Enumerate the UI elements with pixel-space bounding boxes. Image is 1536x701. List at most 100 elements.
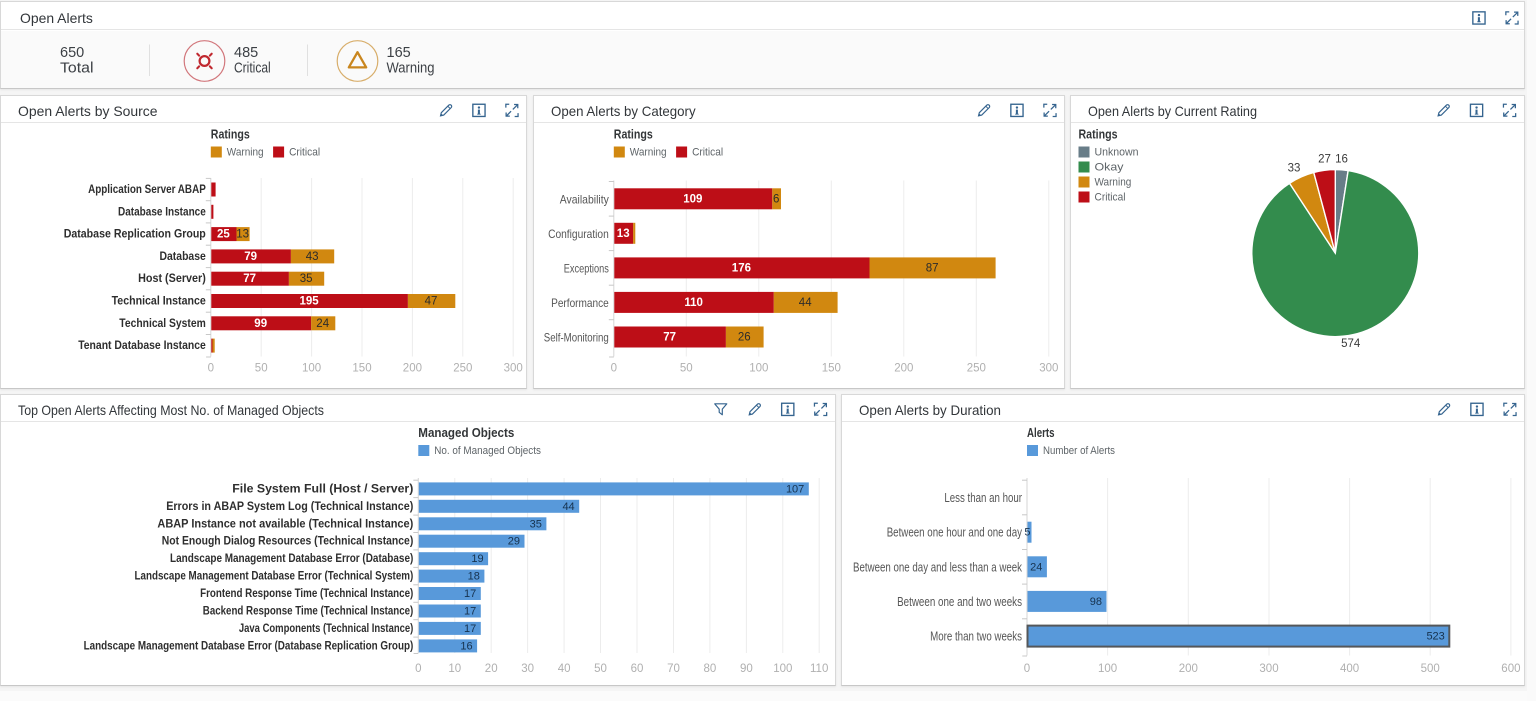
svg-text:ABAP Instance not available (T: ABAP Instance not available (Technical I… — [157, 518, 413, 530]
svg-text:150: 150 — [822, 362, 841, 374]
svg-text:79: 79 — [244, 251, 257, 263]
svg-text:47: 47 — [425, 296, 438, 308]
svg-text:27: 27 — [1318, 154, 1331, 166]
svg-text:150: 150 — [352, 362, 371, 374]
svg-text:Errors in ABAP System Log (Tec: Errors in ABAP System Log (Technical Ins… — [166, 501, 413, 513]
svg-text:107: 107 — [786, 483, 804, 495]
svg-text:574: 574 — [1341, 338, 1361, 350]
svg-text:109: 109 — [683, 193, 702, 205]
svg-text:Open Alerts: Open Alerts — [20, 10, 93, 26]
svg-text:70: 70 — [667, 663, 680, 675]
svg-text:10: 10 — [448, 663, 461, 675]
svg-text:Ratings: Ratings — [1079, 128, 1118, 142]
svg-text:Configuration: Configuration — [548, 227, 609, 241]
svg-text:19: 19 — [471, 553, 483, 565]
svg-text:165: 165 — [387, 45, 411, 61]
svg-text:Less than an hour: Less than an hour — [944, 491, 1022, 505]
svg-text:35: 35 — [530, 518, 542, 530]
svg-text:File System Full (Host / Serve: File System Full (Host / Server) — [232, 483, 413, 495]
svg-text:400: 400 — [1340, 663, 1359, 675]
svg-text:195: 195 — [300, 296, 320, 308]
svg-text:33: 33 — [1288, 163, 1301, 175]
svg-text:Critical: Critical — [289, 147, 320, 159]
svg-text:Warning: Warning — [630, 147, 667, 159]
svg-text:77: 77 — [663, 332, 676, 344]
svg-text:50: 50 — [594, 663, 607, 675]
svg-text:44: 44 — [562, 501, 574, 513]
svg-text:Performance: Performance — [551, 296, 609, 310]
svg-text:Landscape Management Database: Landscape Management Database Error (Tec… — [135, 571, 414, 583]
svg-text:35: 35 — [300, 273, 313, 285]
svg-text:Warning: Warning — [1095, 177, 1132, 189]
svg-text:650: 650 — [60, 45, 84, 61]
svg-text:Okay: Okay — [1095, 162, 1125, 174]
svg-text:200: 200 — [894, 362, 913, 374]
svg-text:523: 523 — [1426, 631, 1444, 643]
svg-text:Open Alerts by Category: Open Alerts by Category — [551, 103, 696, 119]
svg-text:Java Components (Technical Ins: Java Components (Technical Instance) — [239, 623, 414, 635]
svg-text:Technical Instance: Technical Instance — [112, 296, 206, 308]
svg-text:110: 110 — [684, 297, 703, 309]
svg-text:17: 17 — [464, 606, 476, 618]
svg-text:90: 90 — [740, 663, 753, 675]
svg-text:Critical: Critical — [1095, 192, 1126, 204]
svg-text:5: 5 — [1024, 527, 1030, 539]
svg-text:13: 13 — [236, 229, 249, 241]
svg-text:Open Alerts by Source: Open Alerts by Source — [18, 103, 158, 119]
svg-text:176: 176 — [732, 262, 751, 274]
svg-text:Tenant Database Instance: Tenant Database Instance — [78, 340, 206, 352]
svg-text:77: 77 — [243, 273, 256, 285]
svg-text:Database: Database — [160, 251, 206, 263]
svg-text:Critical: Critical — [234, 61, 271, 77]
svg-text:16: 16 — [1335, 154, 1348, 166]
svg-text:Warning: Warning — [387, 61, 435, 77]
svg-text:300: 300 — [1039, 362, 1058, 374]
svg-text:Open Alerts by Current Rating: Open Alerts by Current Rating — [1088, 103, 1257, 119]
svg-text:Technical System: Technical System — [119, 318, 206, 330]
svg-text:Number of Alerts: Number of Alerts — [1043, 445, 1115, 457]
svg-text:Critical: Critical — [692, 147, 723, 159]
svg-text:100: 100 — [773, 663, 792, 675]
svg-text:Between one and two weeks: Between one and two weeks — [897, 595, 1022, 609]
svg-text:500: 500 — [1421, 663, 1440, 675]
svg-text:Between one hour and one day: Between one hour and one day — [887, 526, 1023, 540]
svg-text:Managed Objects: Managed Objects — [418, 426, 514, 440]
svg-text:17: 17 — [464, 623, 476, 635]
svg-text:0: 0 — [415, 663, 421, 675]
svg-text:Ratings: Ratings — [614, 128, 653, 142]
svg-text:Total: Total — [60, 61, 94, 77]
svg-text:30: 30 — [521, 663, 534, 675]
svg-text:18: 18 — [468, 571, 480, 583]
svg-text:Database Replication Group: Database Replication Group — [64, 229, 206, 241]
svg-text:29: 29 — [508, 536, 520, 548]
svg-text:Host (Server): Host (Server) — [138, 273, 206, 285]
svg-text:250: 250 — [967, 362, 986, 374]
svg-text:Landscape Management Database: Landscape Management Database Error (Dat… — [170, 553, 413, 565]
svg-text:98: 98 — [1090, 596, 1102, 608]
svg-text:Alerts: Alerts — [1027, 426, 1055, 440]
svg-text:20: 20 — [485, 663, 498, 675]
svg-text:Unknown: Unknown — [1095, 147, 1139, 159]
svg-text:Ratings: Ratings — [211, 128, 250, 142]
svg-text:16: 16 — [460, 640, 472, 652]
svg-text:24: 24 — [316, 318, 329, 330]
svg-text:Between one day and less than: Between one day and less than a week — [853, 560, 1023, 574]
svg-text:Landscape Management Database: Landscape Management Database Error (Dat… — [84, 640, 414, 652]
svg-text:26: 26 — [738, 332, 751, 344]
svg-text:Not Enough Dialog Resources (T: Not Enough Dialog Resources (Technical I… — [162, 536, 414, 548]
svg-text:13: 13 — [617, 228, 630, 240]
svg-text:60: 60 — [631, 663, 644, 675]
svg-text:50: 50 — [255, 362, 268, 374]
svg-text:Warning: Warning — [227, 147, 264, 159]
svg-text:100: 100 — [302, 362, 321, 374]
svg-text:Application Server ABAP: Application Server ABAP — [88, 184, 206, 196]
svg-text:300: 300 — [504, 362, 523, 374]
svg-text:17: 17 — [464, 588, 476, 600]
svg-text:200: 200 — [403, 362, 422, 374]
svg-text:Top Open Alerts Affecting Most: Top Open Alerts Affecting Most No. of Ma… — [18, 402, 324, 418]
svg-text:Backend Response Time (Technic: Backend Response Time (Technical Instanc… — [203, 606, 414, 618]
svg-text:0: 0 — [208, 362, 214, 374]
svg-text:80: 80 — [704, 663, 717, 675]
svg-text:40: 40 — [558, 663, 571, 675]
svg-text:Availability: Availability — [560, 192, 609, 206]
